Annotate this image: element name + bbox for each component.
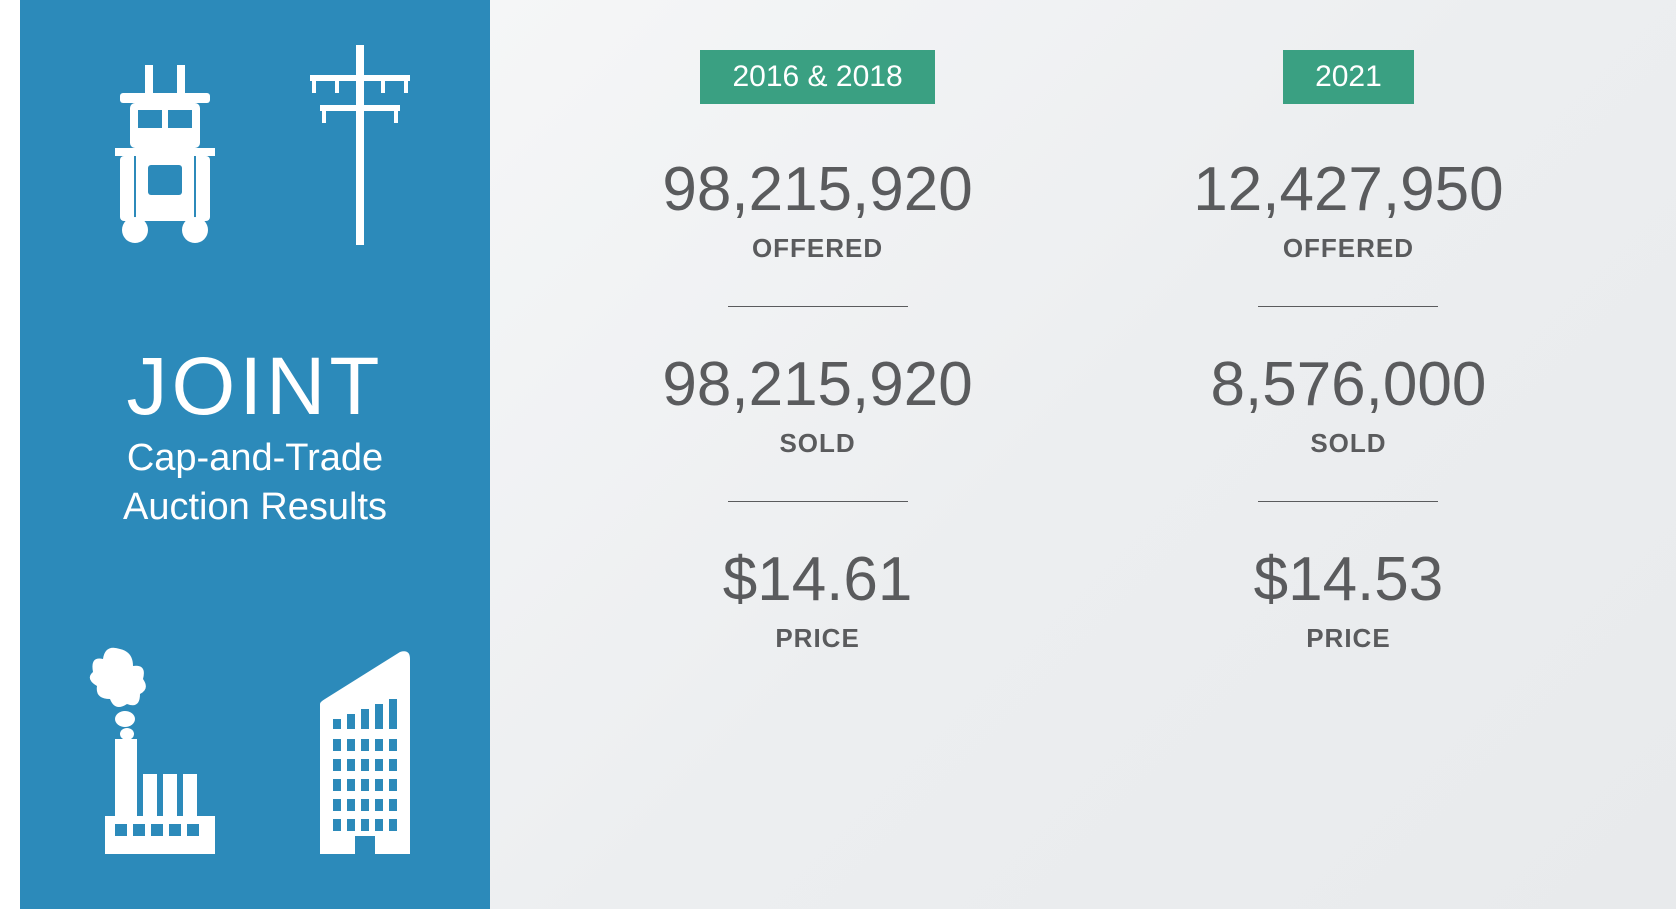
stat-value-sold: 98,215,920 bbox=[662, 349, 972, 420]
power-line-icon bbox=[300, 45, 420, 250]
stat-value-offered: 98,215,920 bbox=[662, 154, 972, 225]
factory-icon bbox=[85, 644, 255, 859]
column-right: 2021 12,427,950 OFFERED 8,576,000 SOLD $… bbox=[1105, 50, 1592, 869]
title-sub-line2: Auction Results bbox=[123, 483, 387, 532]
main-panel: 2016 & 2018 98,215,920 OFFERED 98,215,92… bbox=[490, 0, 1676, 909]
stat-value-price: $14.61 bbox=[723, 544, 913, 615]
stat-value-price: $14.53 bbox=[1254, 544, 1444, 615]
sidebar: JOINT Cap-and-Trade Auction Results bbox=[20, 0, 490, 909]
stat-label-price: PRICE bbox=[1306, 623, 1390, 654]
year-badge: 2021 bbox=[1283, 50, 1414, 104]
title-block: JOINT Cap-and-Trade Auction Results bbox=[123, 340, 387, 533]
divider bbox=[728, 501, 908, 502]
building-icon bbox=[305, 644, 425, 859]
icon-row-top bbox=[60, 50, 450, 250]
stat-value-sold: 8,576,000 bbox=[1211, 349, 1487, 420]
title-sub-line1: Cap-and-Trade bbox=[123, 434, 387, 483]
divider bbox=[728, 306, 908, 307]
divider bbox=[1258, 306, 1438, 307]
stat-label-price: PRICE bbox=[775, 623, 859, 654]
year-badge: 2016 & 2018 bbox=[700, 50, 934, 104]
truck-icon bbox=[90, 65, 240, 250]
stat-label-offered: OFFERED bbox=[1283, 233, 1414, 264]
column-left: 2016 & 2018 98,215,920 OFFERED 98,215,92… bbox=[574, 50, 1061, 869]
icon-row-bottom bbox=[60, 613, 450, 859]
title-main: JOINT bbox=[123, 340, 387, 434]
stat-label-offered: OFFERED bbox=[752, 233, 883, 264]
divider bbox=[1258, 501, 1438, 502]
stat-label-sold: SOLD bbox=[779, 428, 855, 459]
stat-value-offered: 12,427,950 bbox=[1193, 154, 1503, 225]
stat-label-sold: SOLD bbox=[1310, 428, 1386, 459]
